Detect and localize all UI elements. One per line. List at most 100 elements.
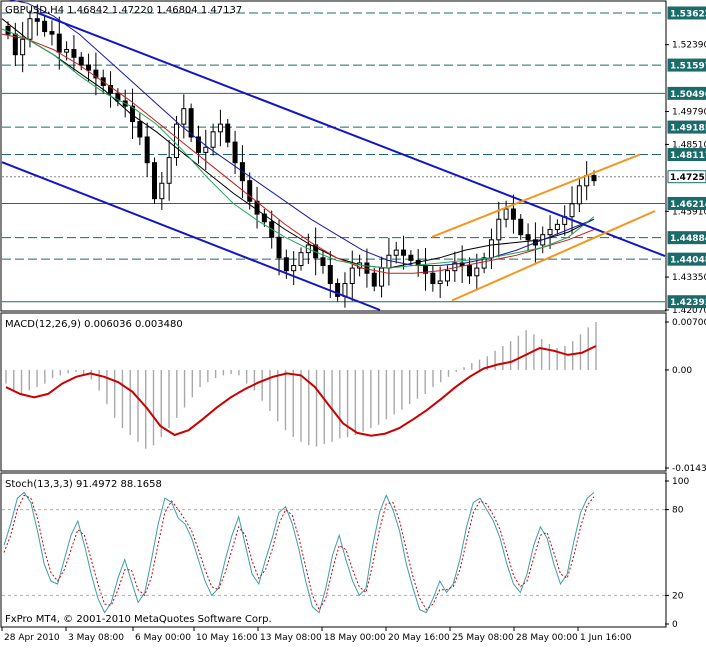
candle-body — [152, 162, 157, 200]
macd-signal-line — [5, 345, 597, 437]
candle-body — [474, 267, 480, 277]
candle-body — [569, 203, 575, 218]
macd-axis-label: 0.00 — [672, 366, 692, 376]
candle-body — [203, 146, 209, 153]
x-axis-label: 28 Apr 2010 — [4, 633, 60, 643]
level-price-tag-label: 1.48117 — [670, 151, 706, 161]
price-panel-frame — [0, 0, 667, 312]
candle-body — [364, 262, 370, 274]
level-price-tag-label: 1.44048 — [670, 256, 706, 266]
candle-body — [159, 182, 165, 200]
x-axis-label: 25 May 08:00 — [452, 633, 514, 643]
candle-body — [518, 218, 524, 236]
price-axis-label: 1.52390 — [672, 41, 706, 51]
x-axis-label: 18 May 00:00 — [324, 633, 386, 643]
candle-body — [144, 136, 150, 164]
candle-body — [466, 265, 472, 277]
axes: 1.52390 1.49790 1.48510 1.45910 1.43350 1.420… — [1, 6, 706, 643]
candle-body — [445, 270, 450, 282]
price-axis-label: 1.43350 — [672, 273, 706, 283]
level-price-tag-label: 1.53623 — [670, 9, 706, 19]
candle-body — [291, 265, 297, 272]
stoch-axis-label: 0 — [672, 620, 678, 630]
stoch-panel-frame — [0, 472, 667, 628]
candle-body — [173, 123, 179, 159]
candle-body — [71, 49, 77, 58]
moving-average-green — [1, 28, 595, 269]
level-price-tag-label: 1.50496 — [670, 90, 706, 100]
candle-body — [225, 123, 231, 143]
candle-body — [496, 218, 502, 241]
x-axis-label: 6 May 00:00 — [135, 633, 191, 643]
candle-body — [408, 254, 414, 261]
price-axis-label: 1.45910 — [672, 207, 706, 217]
candle-body — [20, 38, 26, 56]
stoch-panel — [2, 491, 665, 614]
level-price-tag-label: 1.47255 — [670, 173, 706, 183]
candle-body — [166, 157, 172, 184]
candle-body — [547, 229, 553, 236]
candle-body — [554, 223, 560, 231]
candle-body — [349, 267, 355, 285]
candle-body — [261, 213, 267, 223]
candle-body — [576, 185, 582, 205]
candle-body — [34, 18, 40, 22]
candle-body — [503, 208, 509, 220]
candle-body — [488, 239, 494, 259]
candle-body — [181, 108, 187, 125]
x-axis-label: 3 May 08:00 — [68, 633, 124, 643]
level-price-tag — [667, 6, 706, 20]
macd-panel — [5, 322, 597, 449]
candle-body — [481, 257, 487, 269]
moving-average-black — [1, 18, 595, 269]
candle-body — [247, 180, 253, 202]
level-price-tag-label: 1.46214 — [670, 200, 706, 210]
price-panel — [1, 0, 666, 311]
candle-body — [232, 141, 238, 164]
price-chart-title: GBPUSD,H4 1.46842 1.47220 1.46804 1.4713… — [5, 5, 242, 16]
x-axis-label: 28 May 00:00 — [516, 633, 578, 643]
candle-body — [371, 272, 377, 287]
candle-body — [115, 92, 121, 102]
level-price-tag-label: 1.42392 — [670, 298, 706, 308]
x-axis-label: 1 Jun 16:00 — [580, 633, 632, 643]
candle-body — [591, 175, 597, 182]
candle-body — [210, 131, 216, 148]
x-axis-label: 10 May 16:00 — [196, 633, 258, 643]
macd-axis-label: -0.01432 — [672, 464, 706, 474]
candle-body — [42, 20, 48, 33]
level-price-tag — [667, 58, 706, 72]
candle-body — [188, 108, 194, 138]
level-price-tag-label: 1.49185 — [670, 124, 706, 134]
price-axis-label: 1.48510 — [672, 140, 706, 150]
candle-body — [437, 280, 443, 285]
candle-body — [137, 121, 143, 138]
level-price-tag — [667, 196, 706, 210]
price-axis-label: 1.42070 — [672, 306, 706, 316]
stoch-title: Stoch(13,3,3) 91.4972 88.1658 — [5, 479, 162, 490]
x-axis-label: 20 May 16:00 — [388, 633, 450, 643]
level-price-tag — [667, 295, 706, 309]
candle-body — [320, 257, 326, 267]
x-axis-label: 13 May 08:00 — [260, 633, 322, 643]
level-price-tag-label: 1.44884 — [670, 234, 706, 244]
macd-axis-label: 0.00700 — [672, 318, 706, 328]
candle-body — [49, 31, 55, 35]
candle-body — [78, 56, 84, 66]
level-price-tag — [667, 252, 706, 266]
candle-body — [510, 208, 516, 220]
trendline-orange-upper — [431, 153, 641, 238]
stoch-axis-label: 100 — [672, 477, 689, 487]
candle-body — [430, 272, 436, 285]
stoch-axis-label: 20 — [672, 591, 684, 601]
level-price-tag — [667, 120, 706, 134]
copyright-text: FxPro MT4, © 2001-2010 MetaQuotes Softwa… — [5, 614, 272, 625]
moving-average-red — [1, 33, 595, 274]
macd-title: MACD(12,26,9) 0.006036 0.003480 — [5, 319, 183, 330]
candle-body — [342, 283, 348, 297]
candle-body — [327, 265, 333, 285]
candle-body — [27, 18, 33, 40]
candle-body — [86, 64, 92, 71]
